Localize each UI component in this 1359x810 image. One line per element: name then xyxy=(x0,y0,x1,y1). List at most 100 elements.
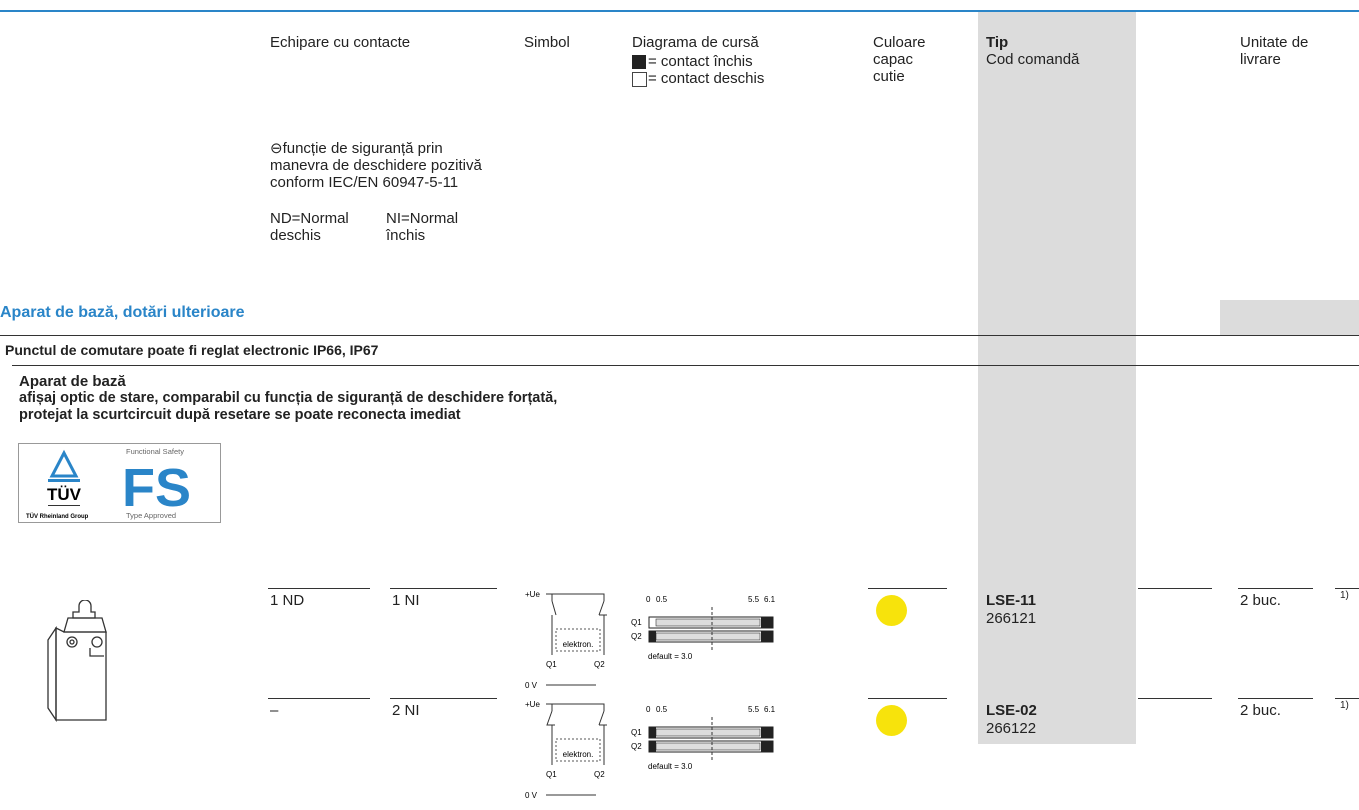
diagram-black xyxy=(649,727,656,738)
logo-mark: FS xyxy=(122,458,191,518)
diagram-row-label: Q2 xyxy=(631,632,642,641)
type: LSE-02 xyxy=(986,702,1037,719)
subsection-rule xyxy=(12,365,1359,366)
header-equipment: Echipare cu contacte xyxy=(270,34,411,51)
default-label: default = 3.0 xyxy=(648,762,693,771)
diagram-black xyxy=(761,617,773,628)
order-code: 266121 xyxy=(986,610,1037,627)
row-rule xyxy=(1238,698,1313,699)
diagram-black xyxy=(761,727,773,738)
header-symbol: Simbol xyxy=(524,34,570,51)
diagram-gray xyxy=(655,742,761,751)
row-rule xyxy=(390,588,497,589)
diagram-tick: 0 xyxy=(646,705,651,714)
diagram-tick: 0.5 xyxy=(656,705,668,714)
travel-diagram: 0 0.5 5.5 6.1 Q1 Q2 default = 3.0 xyxy=(631,595,776,661)
contact-nc: 1 NI xyxy=(392,592,420,609)
supply-label: +Ue xyxy=(525,700,540,709)
q1-label: Q1 xyxy=(546,770,557,779)
diagram-tick: 6.1 xyxy=(764,705,776,714)
diagram-row-label: Q1 xyxy=(631,618,642,627)
section-subtitle: Punctul de comutare poate fi reglat elec… xyxy=(5,342,379,358)
contact-no: 1 ND xyxy=(270,592,305,609)
header-type: Tip xyxy=(986,34,1009,51)
contact-nc: 2 NI xyxy=(392,702,420,719)
q2-label: Q2 xyxy=(594,660,605,669)
diagram-tick: 5.5 xyxy=(748,595,760,604)
diagram-row-label: Q2 xyxy=(631,742,642,751)
header-cap-color: Culoare capac cutie xyxy=(873,34,926,85)
logo-approved: Type Approved xyxy=(126,511,176,520)
cap-color xyxy=(876,705,907,736)
header-safety: ⊖funcție de siguranță prin manevra de de… xyxy=(270,140,505,191)
row-rule xyxy=(868,698,947,699)
diagram-tick: 0.5 xyxy=(656,595,668,604)
logo-top: Functional Safety xyxy=(126,447,184,456)
travel-diagram: 0 0.5 5.5 6.1 Q1 Q2 default = 3.0 xyxy=(631,705,776,771)
box-label: elektron. xyxy=(563,750,594,759)
footnote: 1) xyxy=(1340,700,1349,711)
group-title: Aparat de bază xyxy=(19,373,126,390)
header-diagram: Diagrama de cursă xyxy=(632,34,759,51)
logo-brand: TÜV xyxy=(47,485,82,504)
legend-open-box xyxy=(632,72,647,87)
safety-note: funcție de siguranță prin manevra de des… xyxy=(270,140,482,191)
type: LSE-11 xyxy=(986,592,1037,609)
row-rule xyxy=(1138,698,1212,699)
logo-frame xyxy=(18,443,221,523)
cap-color xyxy=(876,595,907,626)
diagram-gray xyxy=(655,632,761,641)
legend-closed: = contact închis xyxy=(648,53,753,70)
product-image xyxy=(47,600,107,722)
contact-1 xyxy=(551,600,557,619)
default-label: default = 3.0 xyxy=(648,652,693,661)
q2-label: Q2 xyxy=(594,770,605,779)
diagram-black xyxy=(649,631,656,642)
contact-no: – xyxy=(270,702,279,719)
circuit-symbol: +Ue elektron. Q1 Q2 0 V xyxy=(525,590,607,690)
diagram-tick: 5.5 xyxy=(748,705,760,714)
group-line: protejat la scurtcircuit după resetare s… xyxy=(19,407,461,423)
row-rule xyxy=(390,698,497,699)
row-rule xyxy=(268,698,370,699)
section-title: Aparat de bază, dotări ulterioare xyxy=(0,304,245,321)
group-line: afișaj optic de stare, comparabil cu fun… xyxy=(19,390,558,406)
safety-symbol: ⊖ xyxy=(270,140,283,157)
row-rule xyxy=(1138,588,1212,589)
row-rule xyxy=(1238,588,1313,589)
supply-label: +Ue xyxy=(525,590,540,599)
row-rule xyxy=(268,588,370,589)
top-rule xyxy=(0,10,1359,12)
page: Catalog LSE {"header":{"equipment":"Echi… xyxy=(0,10,1359,800)
nc-label: NI=Normal închis xyxy=(386,210,459,244)
section-rule xyxy=(0,335,1359,336)
header-delivery: Unitate de livrare xyxy=(1240,34,1309,68)
row-rule xyxy=(1335,698,1359,699)
logo-group: TÜV Rheinland Group xyxy=(26,513,89,520)
diagram-tick: 6.1 xyxy=(764,595,776,604)
legend-closed-box xyxy=(632,55,646,69)
diagram-gray xyxy=(655,618,761,627)
diagram-black xyxy=(761,631,773,642)
q1-label: Q1 xyxy=(546,660,557,669)
legend-open: = contact deschis xyxy=(648,70,765,87)
tuv-logo: TÜV TÜV Rheinland Group Functional Safet… xyxy=(18,443,221,523)
diagram-row-label: Q1 xyxy=(631,728,642,737)
unit: 2 buc. xyxy=(1240,592,1281,609)
footnote: 1) xyxy=(1340,590,1349,601)
diagram-black xyxy=(761,741,773,752)
ground-label: 0 V xyxy=(525,681,538,690)
no-label: ND=Normal deschis xyxy=(270,210,349,244)
unit: 2 buc. xyxy=(1240,702,1281,719)
order-code: 266122 xyxy=(986,720,1037,737)
box-label: elektron. xyxy=(563,640,594,649)
row-rule xyxy=(1335,588,1359,589)
circuit-line xyxy=(546,593,605,686)
diagram-gray xyxy=(655,728,761,737)
header-order-code: Cod comandă xyxy=(986,51,1080,68)
electronic-box xyxy=(555,628,601,652)
diagram-tick: 0 xyxy=(646,595,651,604)
logo-triangle xyxy=(49,449,79,478)
page-body: Echipare cu contacte ⊖funcție de siguran… xyxy=(0,10,1359,800)
contact-1 xyxy=(546,710,555,726)
